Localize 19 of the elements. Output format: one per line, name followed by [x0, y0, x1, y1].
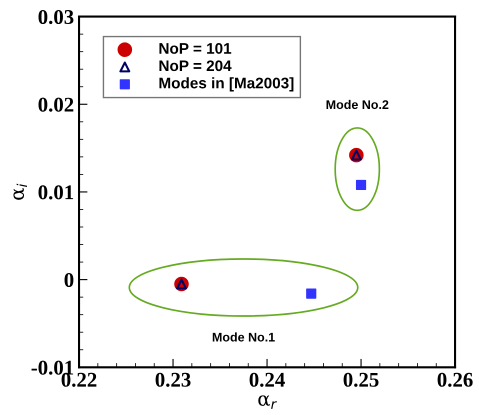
- legend-label: NoP = 204: [159, 60, 232, 72]
- legend-label: NoP = 101: [159, 43, 232, 54]
- y-tick-label: -0.01: [32, 360, 74, 375]
- x-tick-label: 0.22: [62, 372, 96, 387]
- annotation: Mode No.1: [212, 332, 275, 342]
- legend-label: Modes in [Ma2003]: [159, 77, 294, 92]
- x-tick-label: 0.25: [344, 372, 379, 387]
- x-tick-label: 0.24: [250, 372, 285, 387]
- y-tick-label: 0.02: [38, 98, 74, 112]
- y-axis-title: α$_{i}$: [13, 184, 28, 200]
- y-tick-label: 0: [64, 272, 74, 288]
- x-axis-title: α$_{r}$: [258, 395, 277, 409]
- y-tick-label: 0.03: [38, 10, 74, 24]
- point: [356, 180, 366, 190]
- x-tick-label: 0.23: [156, 372, 191, 387]
- point: [306, 288, 316, 299]
- x-tick-label: 0.26: [438, 372, 473, 387]
- annotation: Mode No.2: [326, 100, 388, 110]
- y-tick-label: 0.01: [38, 185, 74, 200]
